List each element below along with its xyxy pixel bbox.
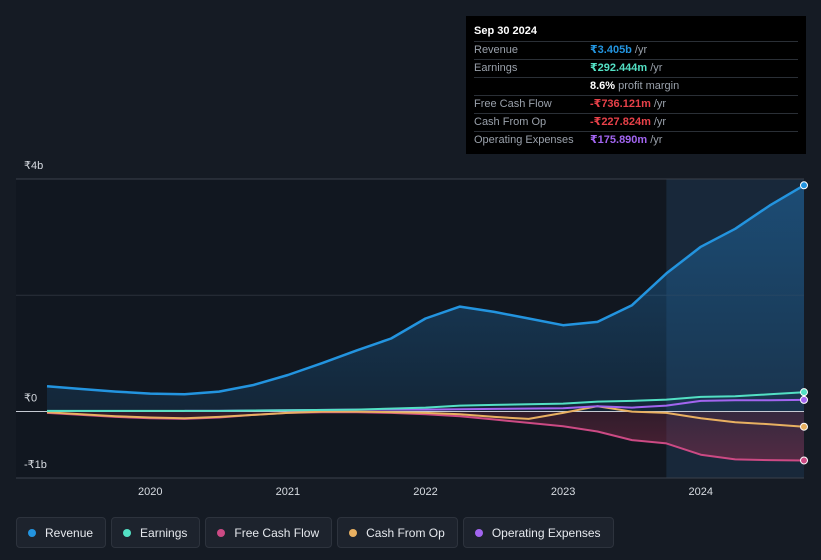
cash-from-op-line: [46, 405, 805, 428]
tooltip-value: ₹3.405b: [590, 44, 632, 56]
tooltip-unit: /yr: [650, 134, 663, 146]
free-cash-flow-end-point: [800, 456, 808, 465]
tooltip-unit: /yr: [653, 116, 667, 128]
free-cash-flow-area: [47, 411, 804, 461]
legend-item-cash-from-op[interactable]: Cash From Op: [337, 517, 458, 548]
tooltip-label: Earnings: [474, 62, 518, 74]
legend-label: Free Cash Flow: [234, 525, 320, 540]
tooltip-date: Sep 30 2024: [474, 24, 798, 42]
legend-dot-icon: [217, 528, 226, 537]
legend-item-revenue[interactable]: Revenue: [16, 517, 107, 548]
tooltip-unit: profit margin: [618, 80, 680, 92]
x-tick-label: 2021: [276, 486, 300, 498]
legend-label: Operating Expenses: [491, 525, 601, 540]
revenue-line: [46, 184, 805, 396]
operating-expenses-end-point: [800, 395, 808, 404]
tooltip-unit: /yr: [634, 44, 648, 56]
tooltip-unit: /yr: [653, 98, 667, 110]
x-tick-label: 2022: [413, 486, 437, 498]
tooltip-value: 8.6%: [590, 80, 616, 92]
y-tick-label: -₹1b: [24, 459, 47, 471]
tooltip-row: Operating Expenses ₹175.890m/yr: [474, 132, 798, 149]
tooltip-label: [474, 78, 590, 95]
x-tick-label: 2024: [689, 486, 713, 498]
tooltip-value: -₹227.824m: [590, 116, 651, 128]
tooltip-label: Revenue: [474, 44, 519, 56]
legend-dot-icon: [28, 528, 36, 537]
chart: ₹4b ₹0 -₹1b 2020 2021 2022 2023 2024: [16, 160, 808, 498]
tooltip-label: Free Cash Flow: [474, 98, 552, 110]
x-tick-label: 2020: [138, 486, 162, 498]
y-tick-label: ₹4b: [24, 160, 43, 172]
tooltip-label: Operating Expenses: [474, 134, 574, 146]
legend-dot-icon: [349, 528, 358, 537]
legend-item-earnings[interactable]: Earnings: [111, 517, 201, 548]
tooltip-value: -₹736.121m: [590, 98, 651, 110]
y-tick-label: ₹0: [24, 393, 37, 405]
legend-dot-icon: [123, 528, 132, 537]
legend-label: Earnings: [140, 525, 188, 540]
tooltip-row: 8.6% profit margin: [474, 78, 798, 96]
tooltip-row: Revenue ₹3.405b/yr: [474, 42, 798, 60]
legend-dot-icon: [474, 528, 483, 537]
tooltip-row: Free Cash Flow -₹736.121m/yr: [474, 96, 798, 114]
revenue-end-point: [800, 181, 808, 190]
legend-label: Revenue: [45, 525, 94, 540]
earnings-end-point: [800, 388, 808, 397]
revenue-area: [47, 185, 804, 412]
legend-item-operating-expenses[interactable]: Operating Expenses: [462, 517, 614, 548]
earnings-line: [47, 391, 805, 412]
cash-from-op-end-point: [800, 422, 808, 431]
legend: Revenue Earnings Free Cash Flow Cash From O…: [16, 517, 619, 548]
x-tick-label: 2023: [551, 486, 575, 498]
tooltip-value: ₹292.444m: [590, 62, 648, 74]
tooltip-row: Earnings ₹292.444m/yr: [474, 60, 798, 78]
legend-item-free-cash-flow[interactable]: Free Cash Flow: [205, 517, 333, 548]
tooltip-unit: /yr: [650, 62, 663, 74]
tooltip-label: Cash From Op: [474, 116, 547, 128]
tooltip-row: Cash From Op -₹227.824m/yr: [474, 114, 798, 132]
legend-label: Cash From Op: [366, 525, 445, 540]
tooltip: Sep 30 2024 Revenue ₹3.405b/yr Earnings ₹29…: [466, 16, 806, 154]
tooltip-value: ₹175.890m: [590, 134, 648, 146]
